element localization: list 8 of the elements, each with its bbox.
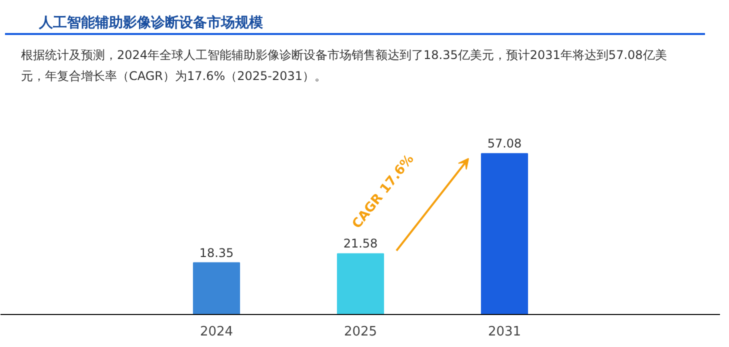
x-tick-label: 2025 (344, 324, 378, 340)
data-label: 57.08 (487, 136, 522, 151)
data-label: 18.35 (199, 246, 234, 260)
x-tick-label: 2031 (488, 324, 522, 340)
chart-title: 人工智能辅助影像诊断设备市场规模 (39, 14, 263, 33)
data-label: 21.58 (343, 236, 378, 251)
chart-subtitle: 根据统计及预测，2024年全球人工智能辅助影像诊断设备市场销售额达到了18.35亿美元，预计2031年将达到57.08亿美元，年复合增长率（CAGR）为17.6%（2025-2031）。 (21, 47, 668, 85)
x-tick-label: 2024 (200, 324, 234, 340)
